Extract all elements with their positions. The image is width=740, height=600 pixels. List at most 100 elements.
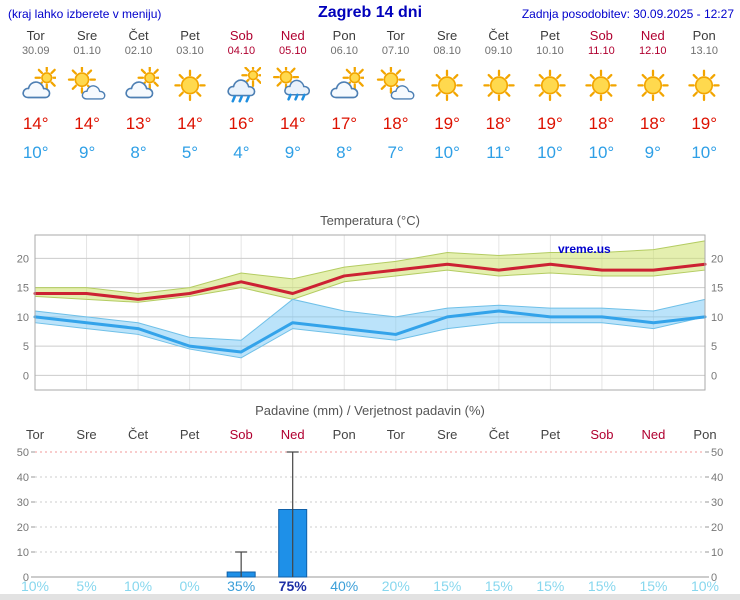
precip-probability: 10% (690, 578, 720, 594)
min-temperature: 10° (691, 143, 718, 162)
day-column: Pon 06.10 17° 8° (319, 28, 370, 163)
day-name: Ned (640, 28, 665, 43)
precip-probability: 0% (179, 578, 200, 594)
min-temperature: 10° (434, 143, 460, 162)
precip-probability: 15% (587, 578, 616, 594)
temperature-chart-title: Temperatura (°C) (320, 213, 420, 228)
sunny-icon (164, 64, 215, 108)
svg-text:10: 10 (17, 312, 29, 324)
partly-cloudy-icon (370, 64, 421, 108)
min-temperature: 10° (22, 143, 49, 162)
day-name: Pet (180, 28, 200, 43)
rain-icon (216, 64, 267, 108)
svg-text:5: 5 (23, 341, 29, 353)
day-name: Sob (589, 28, 613, 43)
min-temperature: 10° (588, 143, 615, 162)
day-column: Ned 05.10 14° 9° (267, 28, 318, 163)
svg-text:15: 15 (17, 283, 29, 295)
day-date: 13.10 (690, 45, 718, 57)
precip-probability: 35% (227, 578, 256, 594)
max-temperature: 14° (22, 114, 49, 133)
precip-bar (278, 509, 308, 578)
precip-day-label: Ned (280, 427, 305, 442)
day-date: 09.10 (484, 45, 513, 57)
max-temperature: 14° (279, 114, 306, 133)
precip-day-label: Tor (386, 427, 405, 442)
day-name: Sre (436, 28, 458, 43)
day-column: Sre 08.10 19° 10° (421, 28, 472, 163)
min-temperature: 10° (537, 143, 563, 162)
min-temperature: 5° (181, 143, 199, 162)
day-name: Čet (128, 28, 149, 43)
max-temperature: 18° (639, 114, 666, 133)
precip-bar (226, 571, 256, 578)
precip-probability: 10% (124, 578, 153, 594)
day-column: Tor 07.10 18° 7° (370, 28, 421, 163)
day-name: Pon (692, 28, 716, 43)
day-date: 06.10 (330, 45, 358, 57)
precip-probability: 15% (536, 578, 565, 594)
max-temperature: 13° (125, 114, 152, 133)
day-name: Pon (332, 28, 356, 43)
max-temperature: 19° (434, 114, 460, 133)
svg-text:10: 10 (711, 547, 723, 559)
day-date: 30.09 (21, 45, 50, 57)
precip-day-label: Sob (229, 427, 253, 442)
page-title: Zagreb 14 dni (317, 4, 423, 21)
day-name: Čet (488, 28, 509, 43)
precip-day-label: Sre (76, 427, 97, 442)
max-temperature: 19° (537, 114, 563, 133)
sunny-icon (473, 64, 524, 108)
precip-day-label: Pet (179, 427, 200, 442)
day-column: Pet 10.10 19° 10° (524, 28, 575, 163)
precip-day-label: Čet (488, 427, 509, 442)
svg-text:30: 30 (17, 497, 29, 509)
day-date: 10.10 (536, 45, 564, 57)
precip-day-label: Čet (127, 427, 149, 442)
min-temperature: 8° (336, 143, 353, 162)
day-date: 07.10 (381, 45, 410, 57)
bottom-strip (0, 594, 740, 600)
menu-hint-text: (kraj lahko izberete v meniju) (8, 7, 162, 21)
day-column: Sob 04.10 16° 4° (216, 28, 267, 163)
svg-text:40: 40 (17, 472, 29, 484)
precip-day-label: Pet (540, 427, 561, 442)
day-column: Sre 01.10 14° 9° (61, 28, 112, 163)
precip-day-label: Sob (590, 427, 614, 442)
svg-text:10: 10 (711, 312, 723, 324)
max-temperature: 18° (382, 114, 409, 133)
forecast-days-row: Tor 30.09 14° 10° Sre 01.10 14° 9° Čet 02.10 13° 8°… (10, 28, 730, 163)
min-temperature: 9° (644, 143, 661, 162)
precip-day-labels-row: Tor Sre Čet Pet Sob Ned Pon Tor Sre Čet Pet Sob Ned P… (0, 427, 740, 445)
mostly-cloudy-icon (113, 64, 164, 108)
day-date: 12.10 (639, 45, 667, 57)
sunny-icon (524, 64, 575, 108)
partly-cloudy-icon (61, 64, 112, 108)
svg-text:10: 10 (17, 547, 29, 559)
min-temperature: 8° (130, 143, 147, 162)
day-name: Tor (386, 28, 405, 43)
day-date: 04.10 (227, 45, 256, 57)
last-update-text: Zadnja posodobitev: 30.09.2025 - 12:27 (521, 7, 734, 21)
precip-day-label: Tor (25, 427, 45, 442)
sunny-icon (421, 64, 472, 108)
svg-text:20: 20 (711, 253, 723, 265)
svg-text:5: 5 (711, 341, 717, 353)
day-column: Tor 30.09 14° 10° (10, 28, 61, 163)
svg-text:40: 40 (711, 472, 723, 484)
min-temperature: 7° (387, 143, 404, 162)
svg-text:50: 50 (17, 447, 29, 459)
precip-probability: 10% (20, 578, 50, 594)
day-column: Sob 11.10 18° 10° (576, 28, 627, 163)
sunny-icon (627, 64, 678, 108)
day-column: Pet 03.10 14° 5° (164, 28, 215, 163)
watermark-link[interactable]: vreme.us (558, 242, 611, 256)
max-temperature: 16° (228, 114, 255, 133)
day-name: Tor (26, 28, 45, 43)
day-date: 02.10 (124, 45, 153, 57)
min-temperature: 11° (486, 143, 511, 162)
precip-day-label: Pon (693, 427, 717, 442)
svg-text:0: 0 (23, 370, 29, 382)
day-column: Pon 13.10 19° 10° (678, 28, 729, 163)
max-temperature: 14° (177, 114, 203, 133)
